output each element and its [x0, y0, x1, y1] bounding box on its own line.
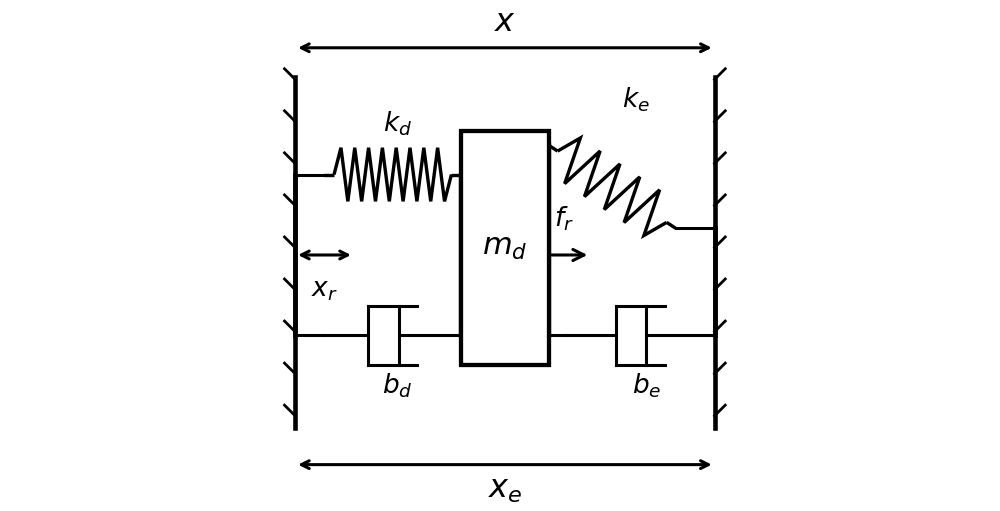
Text: $k_d$: $k_d$: [383, 109, 412, 138]
Bar: [461, 131, 549, 365]
Text: $b_e$: $b_e$: [632, 372, 661, 401]
Text: $m_d$: $m_d$: [482, 233, 528, 262]
Text: $k_e$: $k_e$: [622, 85, 650, 113]
Text: $x_e$: $x_e$: [488, 474, 522, 505]
Text: $b_d$: $b_d$: [382, 372, 413, 401]
Text: $x_r$: $x_r$: [311, 277, 338, 303]
Text: $x$: $x$: [494, 7, 516, 38]
Text: $f_r$: $f_r$: [554, 204, 573, 233]
